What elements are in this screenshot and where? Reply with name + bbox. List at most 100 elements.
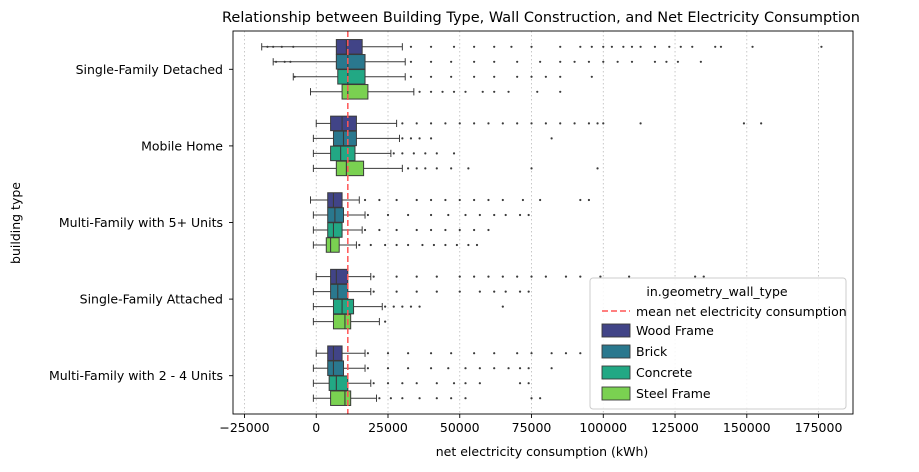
outlier-point — [679, 45, 682, 48]
outlier-point — [366, 352, 370, 355]
outlier-point — [559, 45, 562, 48]
boxes — [261, 39, 415, 406]
legend-swatch — [601, 344, 631, 359]
iqr-box — [332, 298, 355, 315]
outlier-point — [665, 60, 668, 63]
outlier-point — [573, 122, 576, 125]
outlier-point — [478, 290, 481, 293]
outlier-point — [450, 397, 453, 400]
outlier-point — [372, 382, 375, 385]
iqr-box — [332, 313, 352, 330]
outlier-point — [401, 305, 404, 308]
iqr-box — [335, 39, 363, 55]
outlier-point — [579, 275, 582, 278]
outlier-point — [409, 45, 413, 48]
outlier-point — [386, 352, 390, 355]
outlier-point — [639, 45, 642, 48]
legend-swatch — [601, 323, 631, 338]
outlier-point — [587, 122, 591, 125]
outlier-point — [418, 397, 421, 400]
outlier-point — [429, 75, 433, 78]
outlier-point — [415, 290, 418, 293]
outlier-point — [518, 382, 522, 385]
box-wood-frame — [261, 39, 403, 55]
outlier-point — [527, 367, 530, 370]
outlier-point — [435, 275, 438, 278]
outlier-point — [539, 198, 542, 202]
outlier-point — [401, 397, 404, 400]
x-tick-label: 75000 — [512, 420, 552, 435]
outlier-point — [530, 352, 533, 355]
iqr-box — [335, 160, 365, 177]
outlier-point — [386, 382, 390, 385]
outlier-point — [412, 152, 415, 155]
outlier-point — [536, 90, 539, 93]
outlier-point — [467, 243, 470, 247]
outlier-point — [409, 60, 413, 63]
outlier-point — [473, 275, 476, 278]
outlier-point — [550, 352, 553, 355]
box-brick — [312, 360, 366, 376]
outlier-point — [478, 367, 481, 370]
outlier-point — [487, 275, 490, 278]
iqr-box — [330, 115, 357, 132]
outlier-point — [384, 243, 387, 247]
outlier-point — [401, 382, 404, 385]
box-brick — [312, 283, 372, 300]
outlier-point — [444, 122, 447, 125]
box-brick — [272, 54, 406, 70]
outlier-point — [464, 382, 467, 385]
outlier-point — [544, 122, 547, 125]
outlier-point — [384, 320, 387, 323]
box-steel-frame — [310, 84, 415, 100]
outlier-point — [639, 122, 642, 125]
outlier-point — [429, 90, 433, 93]
iqr-box — [327, 222, 343, 238]
iqr-box — [335, 54, 366, 70]
outlier-point — [530, 75, 533, 78]
outlier-point — [487, 198, 490, 202]
outlier-point — [467, 167, 470, 170]
outlier-point — [530, 397, 533, 400]
outlier-point — [429, 198, 433, 202]
box-wood-frame — [315, 345, 366, 361]
outlier-point — [539, 397, 542, 400]
outlier-point — [596, 167, 599, 170]
y-axis: Single-Family Detached Mobile Home Multi-F… — [49, 62, 233, 383]
outlier-point — [527, 213, 530, 217]
outlier-point — [444, 243, 447, 247]
outlier-point — [493, 75, 496, 78]
outlier-point — [406, 167, 410, 170]
outlier-point — [435, 382, 438, 385]
iqr-box — [327, 192, 343, 208]
outlier-point — [599, 275, 602, 278]
outlier-point — [363, 198, 367, 202]
outlier-point — [742, 122, 746, 125]
outlier-point — [372, 290, 375, 293]
outlier-point — [628, 275, 631, 278]
outlier-point — [401, 152, 404, 155]
outlier-point — [429, 122, 433, 125]
outlier-point — [429, 137, 433, 140]
outlier-point — [504, 213, 507, 217]
outlier-point — [458, 275, 461, 278]
outlier-point — [539, 60, 542, 63]
outlier-point — [378, 228, 381, 232]
outlier-point — [452, 382, 456, 385]
outlier-point — [527, 382, 530, 385]
outlier-point — [530, 45, 533, 48]
chart-title: Relationship between Building Type, Wall… — [222, 10, 860, 26]
outlier-point — [386, 213, 390, 217]
outlier-point — [432, 243, 436, 247]
outlier-point — [406, 213, 410, 217]
outlier-point — [441, 90, 444, 93]
outlier-point — [590, 45, 593, 48]
outlier-point — [435, 152, 438, 155]
outlier-point — [518, 367, 522, 370]
outlier-point — [590, 75, 593, 78]
outlier-point — [401, 122, 404, 125]
outlier-point — [429, 45, 433, 48]
outlier-point — [424, 152, 427, 155]
iqr-box — [337, 69, 366, 85]
outlier-point — [530, 167, 533, 170]
